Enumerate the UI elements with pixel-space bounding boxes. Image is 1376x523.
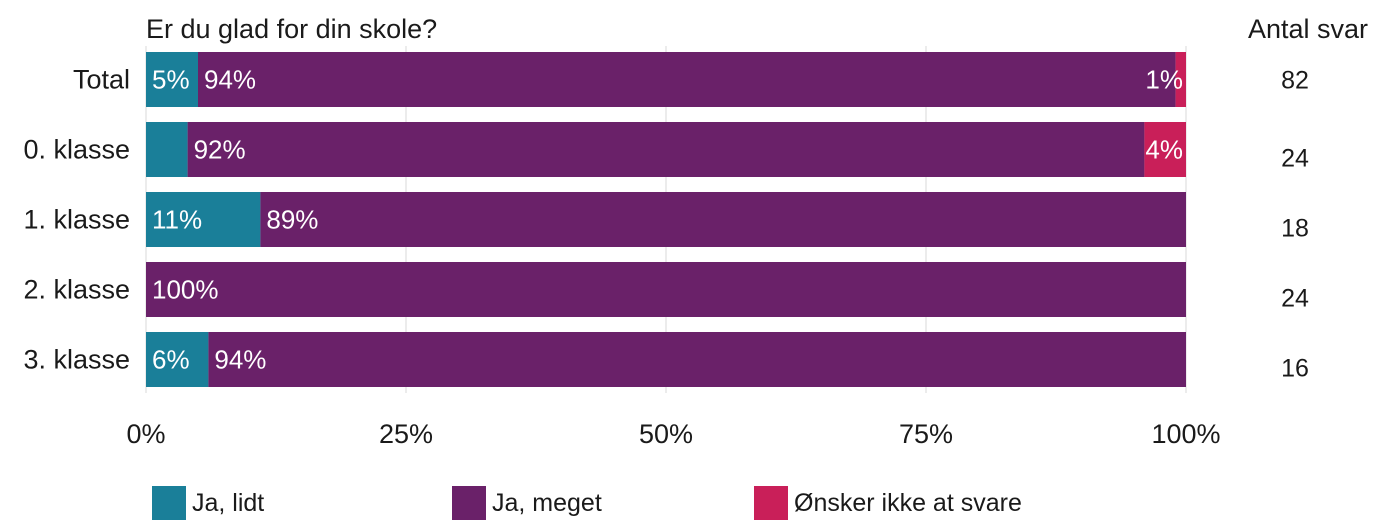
x-tick-label: 25% [379,419,433,449]
bar-segment [260,192,1186,247]
legend: Ja, lidt Ja, meget Ønsker ikke at svare [0,486,1376,522]
x-tick-label: 100% [1151,419,1220,449]
category-label: 3. klasse [23,345,130,375]
bar-segment [146,122,188,177]
legend-item-ja-meget: Ja, meget [452,486,602,520]
data-label: 92% [194,135,246,165]
data-label: 5% [152,65,190,95]
bar-segment [146,332,209,387]
x-tick-label: 50% [639,419,693,449]
response-count: 24 [1281,145,1309,173]
bar-segment [187,122,1145,177]
chart-title: Er du glad for din skole? [146,14,438,44]
bar-segment [146,192,261,247]
bar-segment [146,52,198,107]
data-label: 89% [266,205,318,235]
response-count: 18 [1281,215,1309,243]
bar-segment [146,262,1186,317]
legend-swatch [452,486,486,520]
data-label: 4% [1145,135,1183,165]
legend-item-ja-lidt: Ja, lidt [152,486,264,520]
legend-swatch [754,486,788,520]
data-label: 6% [152,345,190,375]
data-label: 94% [204,65,256,95]
category-label: 1. klasse [23,205,130,235]
legend-label: Ja, meget [492,488,602,517]
category-label: 0. klasse [23,135,130,165]
bar-segment [1144,122,1186,177]
data-label: 11% [152,205,202,235]
response-count: 24 [1281,285,1309,313]
response-count: 16 [1281,355,1309,383]
legend-item-onsker-ikke-at-svare: Ønsker ikke at svare [754,486,1022,520]
data-label: 100% [152,275,219,305]
legend-label: Ja, lidt [192,488,265,517]
bar-segment [198,52,1176,107]
legend-label: Ønsker ikke at svare [794,488,1022,517]
response-count: 82 [1281,67,1309,95]
legend-swatch [152,486,186,520]
category-label: 2. klasse [23,275,130,305]
bar-segment [1175,52,1186,107]
data-label: 1% [1145,65,1183,95]
category-label: Total [73,65,130,95]
bar-segment [208,332,1186,387]
x-tick-label: 0% [126,419,165,449]
x-tick-label: 75% [899,419,953,449]
count-header: Antal svar [1247,14,1368,44]
data-label: 94% [214,345,266,375]
